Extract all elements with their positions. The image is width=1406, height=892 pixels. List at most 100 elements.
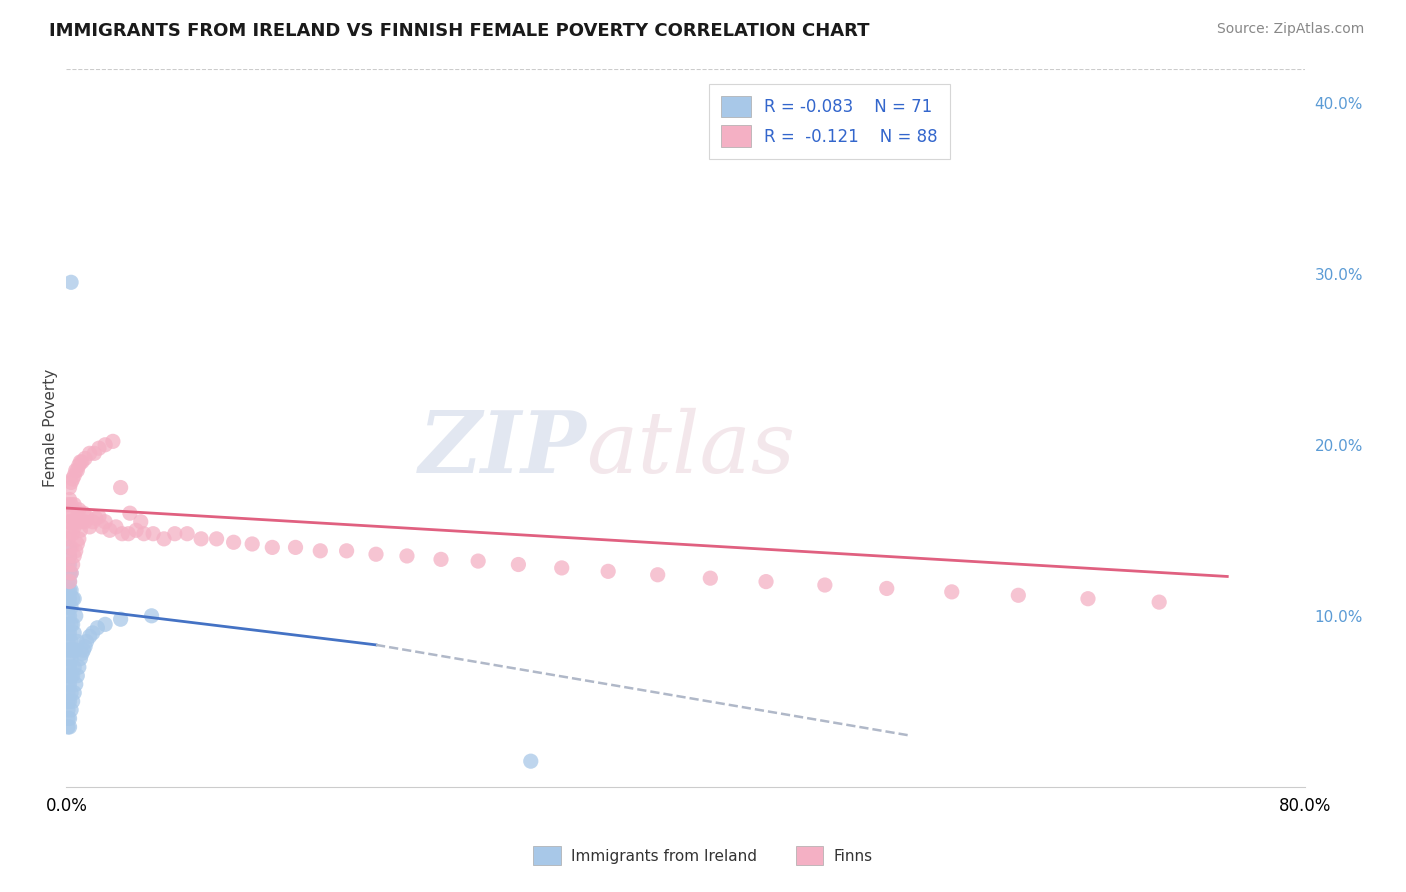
Point	[56, 643, 79, 657]
Point	[56, 608, 79, 623]
Point	[1007, 588, 1029, 602]
Point	[104, 520, 127, 534]
Point	[118, 506, 141, 520]
Point	[60, 703, 83, 717]
Point	[430, 552, 453, 566]
Point	[58, 541, 80, 555]
Point	[56, 498, 79, 512]
Point	[63, 626, 86, 640]
Point	[72, 506, 94, 520]
Point	[79, 629, 101, 643]
Point	[62, 617, 84, 632]
Point	[62, 591, 84, 606]
Text: Source: ZipAtlas.com: Source: ZipAtlas.com	[1216, 22, 1364, 37]
Point	[58, 526, 80, 541]
Point	[56, 668, 79, 682]
Point	[56, 686, 79, 700]
Point	[755, 574, 778, 589]
Point	[69, 651, 91, 665]
Point	[87, 441, 110, 455]
Point	[66, 537, 89, 551]
Point	[58, 549, 80, 563]
Point	[66, 509, 89, 524]
Point	[67, 532, 90, 546]
Point	[60, 475, 83, 490]
Point	[86, 621, 108, 635]
Point	[73, 640, 96, 654]
Legend: R = -0.083    N = 71, R =  -0.121    N = 88: R = -0.083 N = 71, R = -0.121 N = 88	[710, 84, 949, 159]
Point	[62, 526, 84, 541]
Point	[508, 558, 530, 572]
Point	[63, 498, 86, 512]
Point	[58, 583, 80, 598]
Point	[222, 535, 245, 549]
Point	[110, 481, 132, 495]
Point	[66, 463, 89, 477]
Point	[94, 438, 117, 452]
Point	[56, 583, 79, 598]
Point	[60, 566, 83, 580]
Point	[63, 660, 86, 674]
Point	[56, 694, 79, 708]
Point	[56, 515, 79, 529]
Point	[364, 547, 387, 561]
Point	[63, 591, 86, 606]
Point	[72, 643, 94, 657]
Point	[56, 703, 79, 717]
Point	[63, 686, 86, 700]
Point	[58, 549, 80, 563]
Point	[56, 617, 79, 632]
Point	[69, 455, 91, 469]
Point	[67, 502, 90, 516]
Point	[56, 720, 79, 734]
Point	[598, 565, 620, 579]
Point	[56, 660, 79, 674]
Point	[65, 608, 87, 623]
Point	[60, 617, 83, 632]
Point	[62, 668, 84, 682]
Point	[58, 677, 80, 691]
Point	[60, 583, 83, 598]
Point	[69, 524, 91, 538]
Point	[63, 520, 86, 534]
Point	[58, 492, 80, 507]
Point	[1077, 591, 1099, 606]
Point	[60, 651, 83, 665]
Point	[190, 532, 212, 546]
Point	[60, 600, 83, 615]
Point	[876, 582, 898, 596]
Point	[60, 275, 83, 289]
Point	[65, 463, 87, 477]
Point	[56, 574, 79, 589]
Point	[58, 481, 80, 495]
Point	[60, 515, 83, 529]
Point	[1147, 595, 1170, 609]
Point	[82, 515, 104, 529]
Point	[58, 660, 80, 674]
Point	[56, 634, 79, 648]
Point	[941, 585, 963, 599]
Point	[129, 515, 152, 529]
Point	[58, 591, 80, 606]
Point	[62, 502, 84, 516]
Point	[284, 541, 307, 555]
Point	[65, 643, 87, 657]
Point	[101, 434, 124, 449]
Point	[60, 634, 83, 648]
Point	[58, 566, 80, 580]
Point	[814, 578, 837, 592]
Point	[60, 541, 83, 555]
Point	[58, 509, 80, 524]
Point	[56, 677, 79, 691]
Point	[63, 468, 86, 483]
Point	[262, 541, 284, 555]
Point	[60, 498, 83, 512]
Point	[142, 526, 165, 541]
Point	[63, 549, 86, 563]
Point	[76, 509, 98, 524]
Point	[58, 608, 80, 623]
Point	[467, 554, 489, 568]
Point	[58, 694, 80, 708]
Point	[65, 544, 87, 558]
Point	[58, 626, 80, 640]
